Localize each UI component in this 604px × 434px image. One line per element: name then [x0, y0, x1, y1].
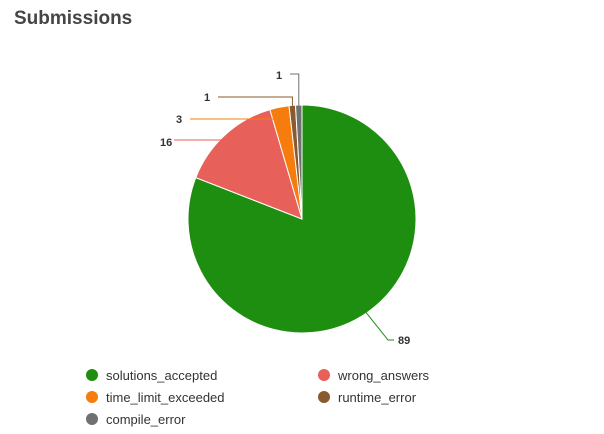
legend-dot-icon — [86, 369, 98, 381]
data-label-runtime-error: 1 — [204, 92, 210, 104]
legend: solutions_accepted wrong_answers time_limi… — [86, 367, 566, 427]
pie-chart: 89 16 3 1 1 — [160, 70, 417, 347]
legend-item-time-limit-exceeded[interactable]: time_limit_exceeded — [86, 389, 318, 405]
legend-item-compile-error[interactable]: compile_error — [86, 411, 318, 427]
legend-item-wrong-answers[interactable]: wrong_answers — [318, 367, 550, 383]
legend-label: compile_error — [106, 411, 186, 427]
legend-dot-icon — [86, 413, 98, 425]
leader-line-solutions-accepted — [364, 311, 394, 341]
legend-dot-icon — [86, 391, 98, 403]
legend-label: wrong_answers — [338, 367, 430, 383]
legend-dot-icon — [318, 391, 330, 403]
legend-label: solutions_accepted — [106, 367, 218, 383]
leader-line-time-limit-exceeded — [190, 109, 281, 120]
leader-line-wrong-answers — [174, 136, 227, 141]
leader-line-runtime-error — [218, 96, 293, 108]
legend-label: runtime_error — [338, 389, 417, 405]
data-label-compile-error: 1 — [276, 70, 282, 82]
legend-item-runtime-error[interactable]: runtime_error — [318, 389, 550, 405]
data-label-wrong-answers: 16 — [160, 137, 172, 149]
data-label-time-limit-exceeded: 3 — [176, 114, 182, 126]
chart-title: Submissions — [14, 8, 133, 29]
legend-dot-icon — [318, 369, 330, 381]
data-label-solutions-accepted: 89 — [398, 335, 410, 347]
leader-line-compile-error — [290, 73, 300, 108]
legend-label: time_limit_exceeded — [106, 389, 225, 405]
legend-item-solutions-accepted[interactable]: solutions_accepted — [86, 367, 318, 383]
pie-slice-wrong-answers[interactable] — [195, 108, 303, 220]
